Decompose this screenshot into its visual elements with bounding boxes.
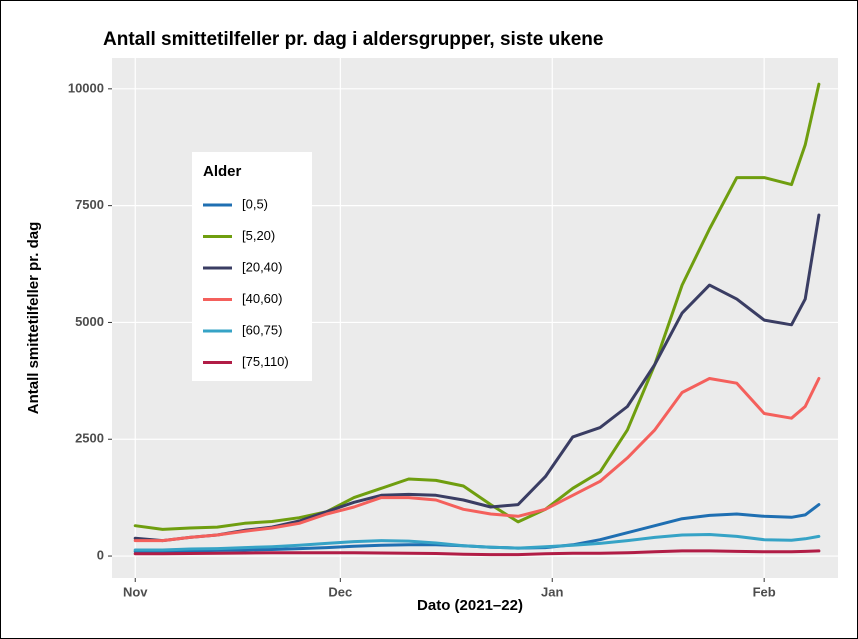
chart-title: Antall smittetilfeller pr. dag i aldersg… bbox=[103, 29, 604, 50]
y-tick-label: 0 bbox=[97, 547, 104, 562]
grid bbox=[112, 58, 838, 578]
x-tick-label: Nov bbox=[123, 584, 148, 599]
y-tick-label: 10000 bbox=[68, 80, 104, 95]
series-line bbox=[133, 377, 821, 543]
legend-label: [75,110) bbox=[242, 354, 289, 369]
x-tick-label: Feb bbox=[753, 584, 776, 599]
legend-label: [20,40) bbox=[242, 259, 282, 274]
legend-title: Alder bbox=[203, 163, 242, 180]
series-line bbox=[133, 549, 821, 557]
series-line bbox=[133, 533, 821, 552]
x-tick-label: Jan bbox=[541, 584, 563, 599]
y-tick-label: 5000 bbox=[75, 314, 104, 329]
legend-label: [60,75) bbox=[242, 322, 282, 337]
lines bbox=[133, 82, 821, 557]
y-axis-label: Antall smittetilfeller pr. dag bbox=[25, 222, 42, 415]
y-tick-label: 7500 bbox=[75, 197, 104, 212]
legend: Alder [0,5) [5,20) [20,40) [40,60) [60,75) [75… bbox=[192, 152, 312, 381]
series-line bbox=[133, 82, 821, 531]
y-tick-label: 2500 bbox=[75, 431, 104, 446]
x-tick-label: Dec bbox=[328, 584, 352, 599]
legend-label: [5,20) bbox=[242, 228, 275, 243]
x-axis-label: Dato (2021–22) bbox=[417, 597, 523, 614]
legend-label: [0,5) bbox=[242, 196, 268, 211]
legend-label: [40,60) bbox=[242, 291, 282, 306]
